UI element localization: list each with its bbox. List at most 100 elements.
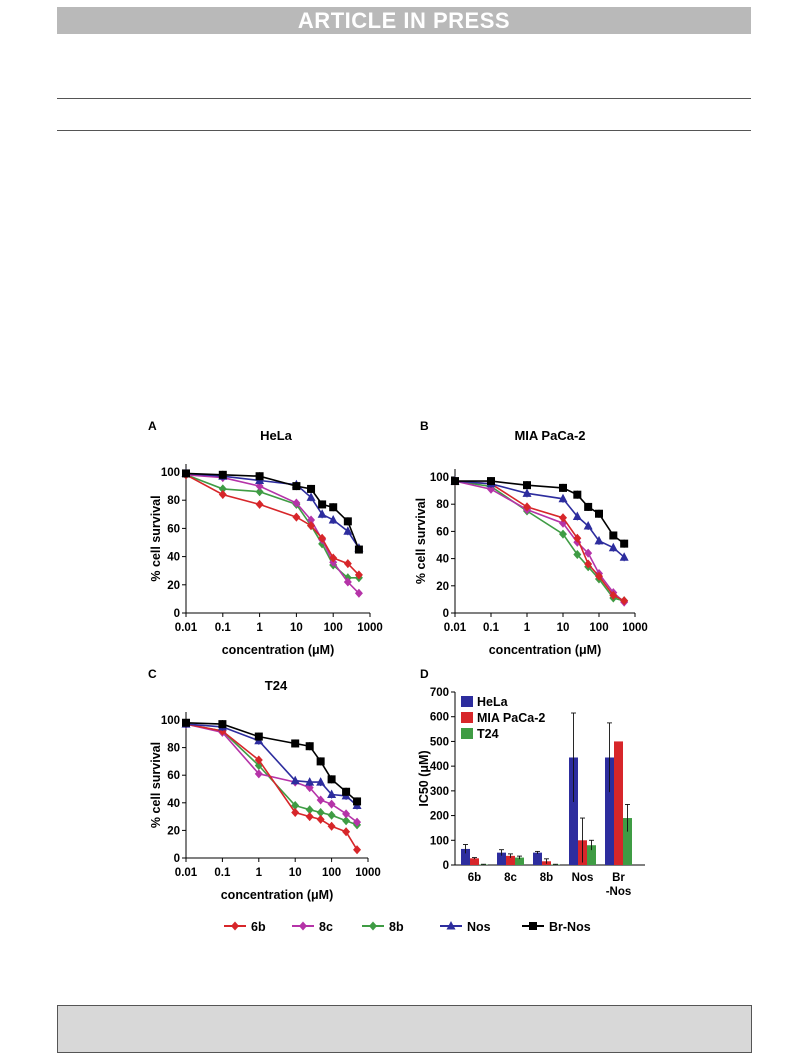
y-tick-label: 20 [436,581,449,593]
y-tick-label: 200 [430,811,449,823]
data-point [353,797,362,806]
data-point [316,757,325,766]
data-point [329,503,338,512]
data-point [291,739,300,748]
data-point [305,812,314,822]
y-axis-label: % cell survival [414,498,428,584]
series-8c [182,470,363,598]
data-point [292,498,301,508]
data-point [328,514,338,524]
data-point [317,509,327,518]
data-point [318,500,327,509]
article-in-press-banner: ARTICLE IN PRESS [57,7,751,34]
series-6b [182,719,362,855]
data-point [218,484,227,494]
x-category-label: Nos [572,872,594,884]
data-point [290,775,300,785]
x-category-label: -Nos [606,886,632,898]
x-tick-label: 100 [322,867,341,879]
data-point [619,552,629,561]
data-point [354,545,363,554]
x-tick-label: 1 [256,622,263,634]
data-point [608,542,618,552]
legend-label: MIA PaCa-2 [477,711,545,725]
y-tick-label: 40 [167,552,180,564]
data-point [595,509,603,518]
x-tick-label: 1 [256,867,263,879]
data-point [255,472,264,481]
series-line [185,723,358,851]
data-point [291,807,300,817]
legend-item-nos: Nos [440,920,491,934]
data-point [292,482,301,491]
legend-swatch [461,712,473,723]
y-tick-label: 500 [430,736,449,748]
x-tick-label: 1000 [622,622,648,634]
x-tick-label: 10 [290,622,303,634]
bar-hela [533,852,542,865]
data-point [307,515,316,525]
data-point [573,533,582,543]
y-tick-label: 60 [167,770,180,782]
x-axis-label: concentration (μM) [221,888,334,902]
chart-title: MIA PaCa-2 [514,428,585,443]
data-point [522,488,532,497]
data-point [584,559,593,569]
data-point [523,481,531,490]
chart-title: T24 [265,678,288,693]
bar-mia-paca-2 [614,741,623,865]
x-category-label: 8b [540,872,553,884]
shared-legend: 6b 8c 8b Nos Br-Nos [224,920,591,934]
panel-letter: A [148,419,157,433]
bar-t24 [587,845,596,865]
data-point [609,531,618,540]
data-point [327,810,336,820]
data-point [584,502,593,511]
series-br-nos [451,477,629,548]
series-br-nos [182,469,363,554]
header-rule-bottom [57,130,751,131]
series-line [185,722,358,803]
y-tick-label: 60 [436,526,449,538]
legend-marker [369,921,377,931]
x-tick-label: 0.1 [483,622,500,634]
y-axis-label: % cell survival [149,495,163,581]
bar-hela [461,848,470,865]
legend-label: Nos [467,920,491,934]
x-axis-label: concentration (μM) [222,643,335,657]
data-point [573,550,582,560]
data-point [306,492,316,501]
data-point [218,490,227,500]
x-category-label: 6b [468,872,481,884]
data-point [327,821,336,831]
y-tick-label: 100 [161,467,180,479]
x-tick-label: 0.01 [444,622,467,634]
data-point [182,718,190,727]
y-tick-label: 600 [430,712,449,724]
data-point [305,742,314,751]
chart-panel-a: A HeLa 0 20 40 60 80 100 0.01 0.1 1 10 100 1000 concen… [148,419,383,657]
data-point [182,469,190,478]
y-tick-label: 40 [167,798,180,810]
y-tick-label: 0 [443,860,449,872]
data-point [342,809,351,819]
legend-marker [231,921,239,931]
legend-swatch [461,728,473,739]
data-point [218,470,227,479]
data-point [255,499,264,509]
data-point [595,571,603,581]
data-point [305,777,315,786]
legend-item-8c: 8c [292,920,333,934]
legend-label: HeLa [477,695,509,709]
x-category-label: Br [612,872,625,884]
panel-letter: B [420,419,429,433]
chart-panel-b: B MIA PaCa-2 0 20 40 60 80 100 0.01 0.1 1 10 100 1000… [414,419,648,657]
data-point [573,490,582,499]
y-tick-label: 100 [161,715,180,727]
data-point [559,513,567,523]
data-point [316,777,326,786]
series-8c [182,719,362,827]
data-point [316,795,325,805]
data-point [343,517,352,526]
